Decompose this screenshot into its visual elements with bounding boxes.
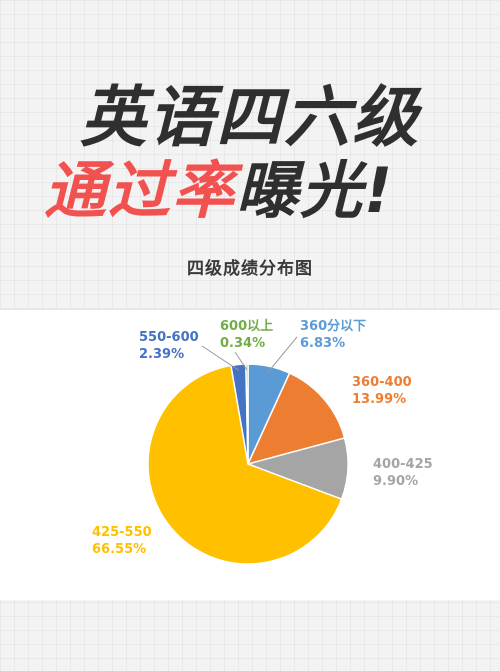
headline-line2: 通过率曝光! <box>44 140 394 230</box>
headline-highlight: 通过率 <box>44 154 237 227</box>
leader-line-550-600 <box>201 345 240 371</box>
chart-card: 360分以下 6.83% 360-400 13.99% 400-425 9.90% 425-… <box>0 309 500 600</box>
category-label-600以上: 600以上 <box>220 319 273 334</box>
leader-line-360分以下 <box>267 336 298 373</box>
pie-chart: 360分以下 6.83% 360-400 13.99% 400-425 9.90% 425-… <box>92 318 433 565</box>
leader-line-600以上 <box>234 351 248 371</box>
headline-line1: 英语四六级 <box>80 79 420 156</box>
value-label-600以上: 0.34% <box>220 336 265 351</box>
pie-slice-360-400 <box>246 372 346 466</box>
pie-slice-600以上 <box>245 363 249 465</box>
value-label-360分以下: 6.83% <box>300 336 345 351</box>
category-label-400-425: 400-425 <box>373 457 433 472</box>
value-label-425-550: 66.55% <box>92 542 146 557</box>
value-label-550-600: 2.39% <box>139 347 184 362</box>
category-label-425-550: 425-550 <box>92 525 152 540</box>
chart-heading: 四级成绩分布图 <box>187 259 313 279</box>
category-label-550-600: 550-600 <box>139 330 199 345</box>
hero-banner: 英语四六级 通过率曝光! <box>0 0 500 240</box>
category-label-360-400: 360-400 <box>352 375 412 390</box>
category-label-360分以下: 360分以下 <box>300 318 366 334</box>
pie-slice-425-550 <box>147 364 343 565</box>
headline-suffix: 曝光! <box>236 154 395 227</box>
value-label-360-400: 13.99% <box>352 392 406 407</box>
value-label-400-425: 9.90% <box>373 474 418 489</box>
